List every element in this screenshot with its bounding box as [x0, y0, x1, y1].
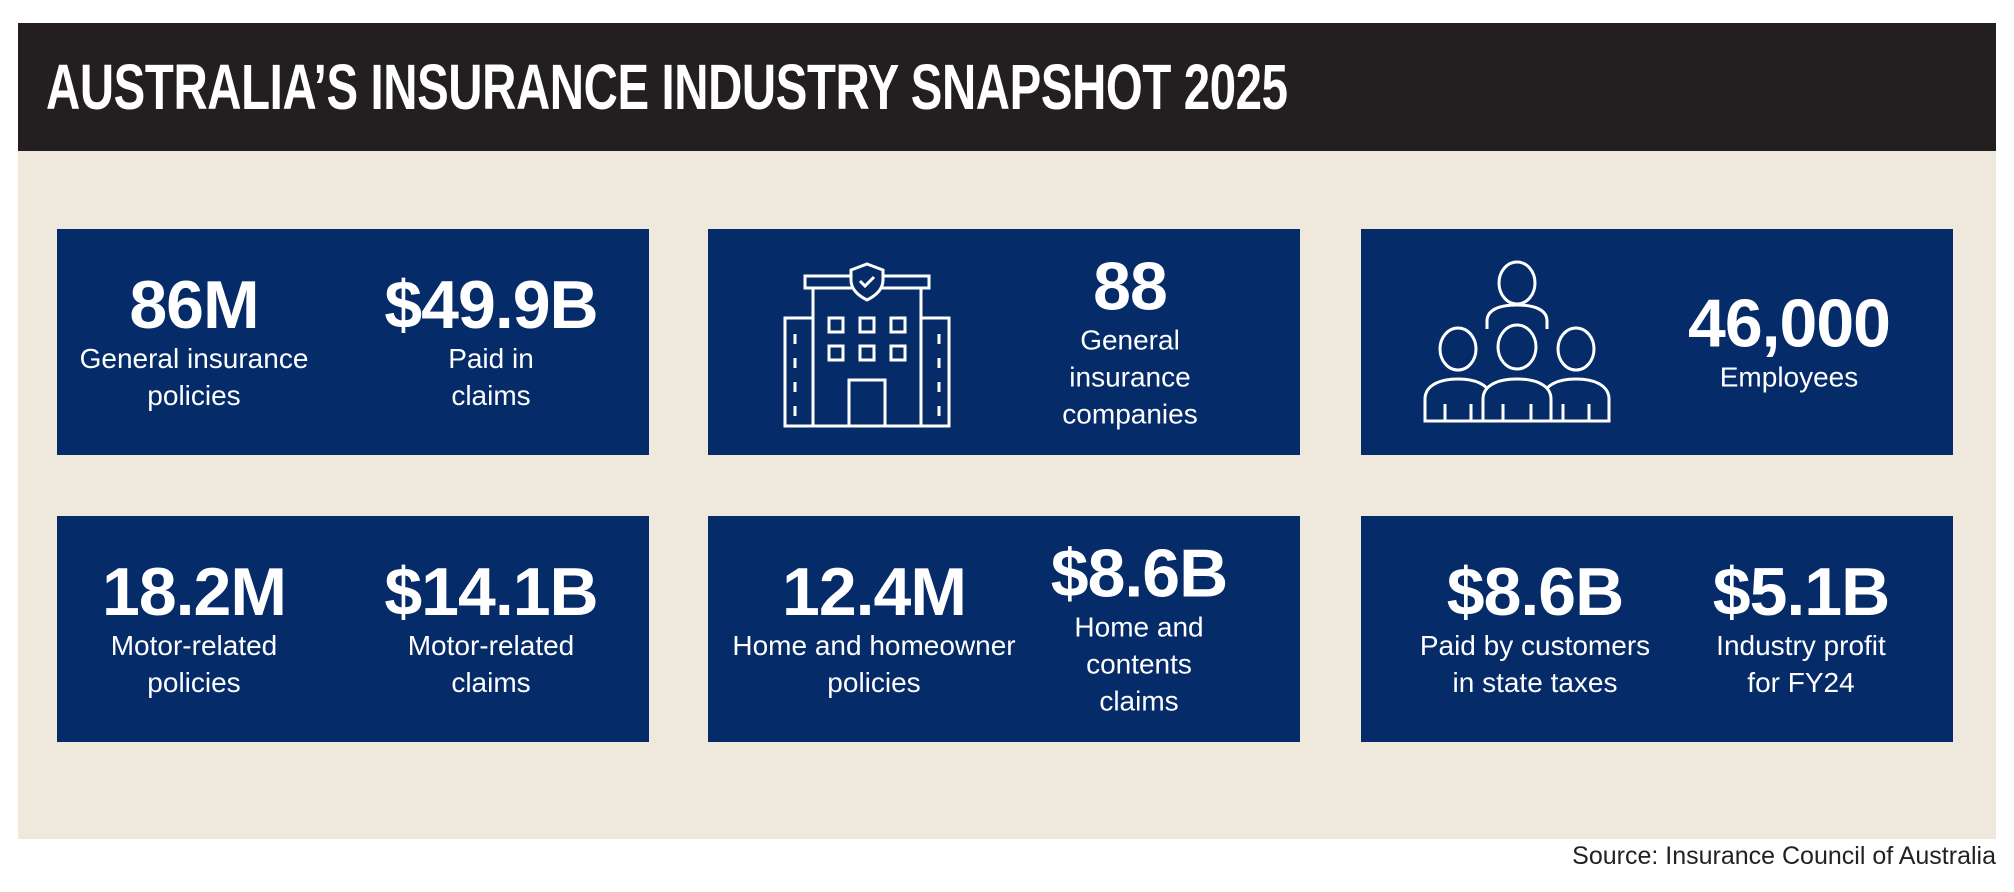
- stat-card: 88 General insurance companies: [708, 229, 1300, 455]
- stat: $8.6B Paid by customers in state taxes: [1420, 557, 1650, 701]
- stat: 88 General insurance companies: [1045, 252, 1215, 433]
- stat-label: Motor-related policies: [110, 630, 278, 698]
- stat: $8.6B Home and contents claims: [1050, 535, 1228, 720]
- header: AUSTRALIA’S INSURANCE INDUSTRY SNAPSHOT …: [18, 23, 1996, 151]
- stat-value: $8.6B: [1050, 535, 1228, 612]
- stat-value: 46,000: [1688, 285, 1891, 362]
- stat-label: Motor-related claims: [407, 630, 575, 698]
- stat-value: $8.6B: [1446, 554, 1624, 630]
- stat: 46,000 Employees: [1688, 285, 1891, 396]
- building-icon: [783, 262, 951, 428]
- title: AUSTRALIA’S INSURANCE INDUSTRY SNAPSHOT …: [46, 51, 1288, 123]
- stat-label: Industry profit for FY24: [1716, 630, 1886, 698]
- source: Source: Insurance Council of Australia: [1572, 842, 1996, 870]
- stat-label: General insurance policies: [79, 343, 309, 411]
- stat-value: 86M: [129, 267, 259, 343]
- stat-card: 12.4M Home and homeowner policies $8.6B Ho…: [708, 516, 1300, 742]
- stat-card: $8.6B Paid by customers in state taxes $5…: [1361, 516, 1953, 742]
- stat-card: 46,000 Employees: [1361, 229, 1953, 455]
- stat-value: $49.9B: [384, 267, 598, 343]
- stat: 18.2M Motor-related policies: [102, 554, 287, 701]
- stat-label: General insurance companies: [1062, 324, 1198, 430]
- stat-value: 18.2M: [102, 554, 287, 630]
- stat: $49.9B Paid in claims: [384, 267, 598, 414]
- stat-value: $14.1B: [384, 554, 598, 630]
- stat-card: 18.2M Motor-related policies $14.1B Motor-…: [57, 516, 649, 742]
- stat: 12.4M Home and homeowner policies: [732, 557, 1015, 701]
- stat: 86M General insurance policies: [80, 270, 309, 414]
- stat: $5.1B Industry profit for FY24: [1712, 554, 1890, 701]
- stat-value: 12.4M: [782, 554, 967, 630]
- stat-label: Home and contents claims: [1074, 611, 1204, 717]
- stat-label: Paid by customers in state taxes: [1419, 630, 1651, 698]
- stat-value: $5.1B: [1712, 554, 1890, 630]
- stat-label: Home and homeowner policies: [732, 630, 1016, 698]
- stat-value: 88: [1093, 248, 1168, 325]
- people-icon: [1423, 260, 1611, 423]
- stat-card: 86M General insurance policies $49.9B Paid…: [57, 229, 649, 455]
- stat: $14.1B Motor-related claims: [384, 554, 598, 701]
- stat-label: Employees: [1719, 361, 1859, 393]
- stat-label: Paid in claims: [448, 343, 534, 411]
